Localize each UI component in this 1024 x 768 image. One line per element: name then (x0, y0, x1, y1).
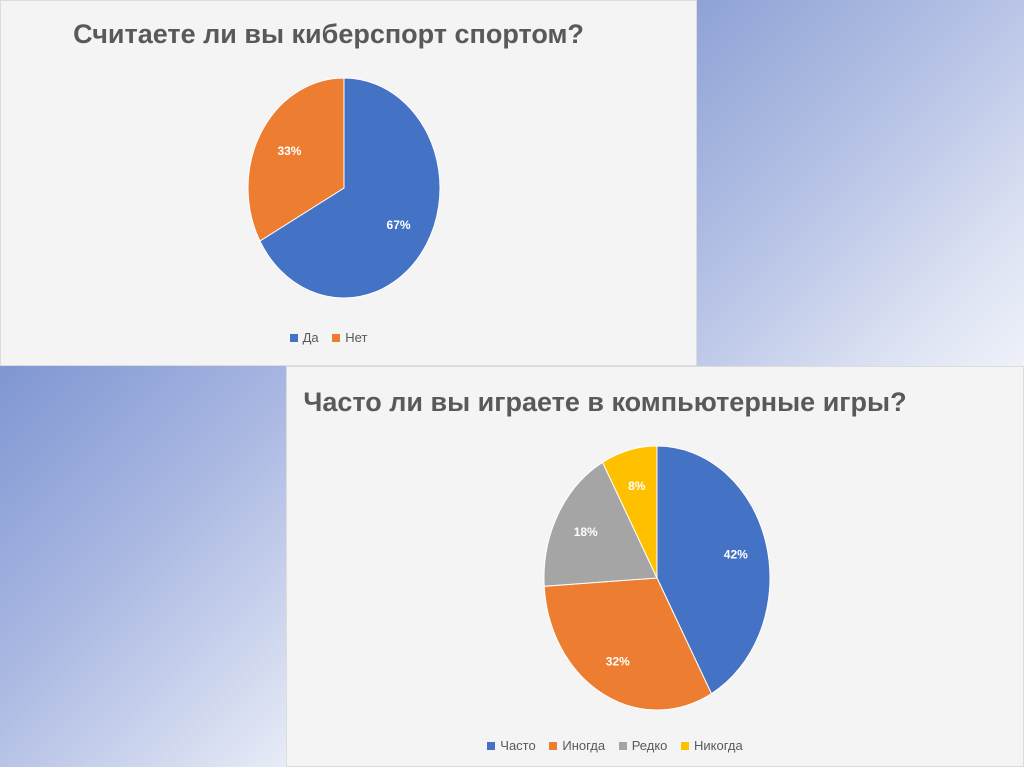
legend-label: Никогда (694, 738, 743, 753)
data-label: 33% (277, 144, 301, 158)
pie-slice-4 (601, 445, 658, 579)
legend-item-inogda: Иногда (549, 738, 605, 753)
chart-legend: Часто Иногда Редко Никогда (287, 738, 1023, 753)
legend-label: Часто (500, 738, 536, 753)
legend-swatch (332, 333, 341, 342)
legend-label: Да (302, 330, 319, 345)
chart-legend: Да Нет (1, 330, 696, 345)
background-gradient-top-right (697, 0, 1024, 366)
legend-item-chasto: Часто (487, 738, 536, 753)
data-label: 8% (628, 479, 646, 493)
legend-item-redko: Редко (618, 738, 668, 753)
legend-label: Иногда (562, 738, 606, 753)
pie-slice-2 (247, 77, 345, 242)
chart-title: Считаете ли вы киберспорт спортом? (73, 19, 584, 49)
legend-item-da: Да (289, 330, 319, 345)
legend-item-net: Нет (332, 330, 367, 345)
legend-swatch (487, 741, 496, 750)
legend-label: Нет (345, 330, 368, 345)
legend-label: Редко (631, 738, 668, 753)
legend-swatch (681, 741, 690, 750)
legend-swatch (289, 333, 298, 342)
legend-swatch (618, 741, 627, 750)
pie-chart-gaming: 42% 32% 18% 8% (543, 445, 771, 711)
data-label: 32% (606, 654, 630, 668)
pie-slice-1 (259, 77, 441, 299)
pie-slice-2 (543, 577, 713, 711)
legend-swatch (549, 741, 558, 750)
chart-title: Часто ли вы играете в компьютерные игры? (303, 387, 907, 417)
data-label: 67% (387, 218, 411, 232)
pie-slice-1 (656, 445, 771, 695)
pie-chart-esports: 67% 33% (247, 77, 441, 299)
pie-slice-3 (543, 461, 658, 587)
data-label: 42% (724, 547, 748, 561)
legend-item-nikogda: Никогда (681, 738, 743, 753)
background-gradient-bottom-left (0, 366, 286, 767)
chart-panel-esports: Считаете ли вы киберспорт спортом? 67% 33… (0, 0, 697, 366)
chart-panel-gaming: Часто ли вы играете в компьютерные игры?… (286, 366, 1024, 767)
data-label: 18% (574, 525, 598, 539)
